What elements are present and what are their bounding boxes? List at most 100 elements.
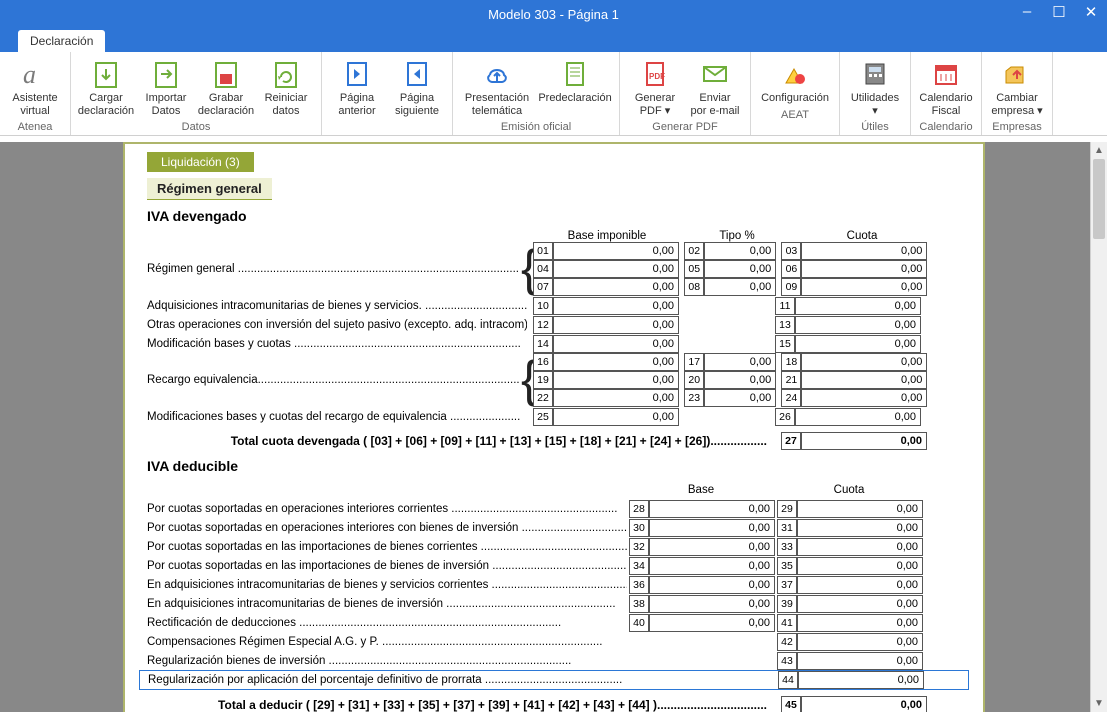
cell-40[interactable]: 0,00 <box>649 614 775 632</box>
cell-17[interactable]: 0,00 <box>704 353 776 371</box>
cell-12[interactable]: 0,00 <box>553 316 679 334</box>
cell-num: 13 <box>775 316 795 334</box>
cell-21[interactable]: 0,00 <box>801 371 927 389</box>
cell-num: 39 <box>777 595 797 613</box>
cell-23[interactable]: 0,00 <box>704 389 776 407</box>
dev-headers: Base imponible Tipo % Cuota <box>527 230 969 242</box>
cell-num: 07 <box>533 278 553 296</box>
ribbon-btn-label: Calendario Fiscal <box>919 92 972 117</box>
ribbon-btn-label: Generar PDF ▾ <box>635 92 675 117</box>
cell-10[interactable]: 0,00 <box>553 297 679 315</box>
ribbon-enviar-button[interactable]: Enviar por e-mail <box>686 56 744 119</box>
cell-07[interactable]: 0,00 <box>553 278 679 296</box>
ribbon-reiniciar-button[interactable]: Reiniciar datos <box>257 56 315 119</box>
ribbon-group: Cargar declaraciónImportar DatosGrabar d… <box>71 52 322 135</box>
cell-39[interactable]: 0,00 <box>797 595 923 613</box>
cell-20[interactable]: 0,00 <box>704 371 776 389</box>
ribbon-btn-label: Página siguiente <box>395 92 439 117</box>
cell-08[interactable]: 0,00 <box>704 278 776 296</box>
iva-devengado-title: IVA devengado <box>147 208 969 224</box>
ribbon-asistente-button[interactable]: aAsistente virtual <box>6 56 64 119</box>
ribbon-pag_ant-button[interactable]: Página anterior <box>328 56 386 119</box>
config-icon <box>779 58 811 90</box>
ribbon-grabar-button[interactable]: Grabar declaración <box>197 56 255 119</box>
scroll-up-icon[interactable]: ▲ <box>1091 142 1107 159</box>
ribbon-group-label: Datos <box>182 121 211 133</box>
cell-num: 16 <box>533 353 553 371</box>
ribbon-util-button[interactable]: Utilidades ▾ <box>846 56 904 119</box>
cell-44[interactable]: 0,00 <box>798 671 924 689</box>
cell-31[interactable]: 0,00 <box>797 519 923 537</box>
cell-num: 25 <box>533 408 553 426</box>
cell-09[interactable]: 0,00 <box>801 278 927 296</box>
cell-num: 01 <box>533 242 553 260</box>
ribbon-btn-label: Asistente virtual <box>12 92 57 117</box>
cell-24[interactable]: 0,00 <box>801 389 927 407</box>
lbl-total-dev: Total cuota devengada ( [03] + [06] + [0… <box>139 434 775 448</box>
cell-num: 03 <box>781 242 801 260</box>
cell-04[interactable]: 0,00 <box>553 260 679 278</box>
cell-num: 02 <box>684 242 704 260</box>
cell-33[interactable]: 0,00 <box>797 538 923 556</box>
cell-43[interactable]: 0,00 <box>797 652 923 670</box>
cell-25[interactable]: 0,00 <box>553 408 679 426</box>
cell-num: 33 <box>777 538 797 556</box>
cell-29[interactable]: 0,00 <box>797 500 923 518</box>
cell-36[interactable]: 0,00 <box>649 576 775 594</box>
scroll-thumb[interactable] <box>1093 159 1105 239</box>
cell-38[interactable]: 0,00 <box>649 595 775 613</box>
ribbon-telematica-button[interactable]: Presentación telemática <box>459 56 535 119</box>
ded-row: En adquisiciones intracomunitarias de bi… <box>139 575 969 594</box>
cell-13[interactable]: 0,00 <box>795 316 921 334</box>
ribbon-config-button[interactable]: Configuración <box>757 56 833 107</box>
cell-18[interactable]: 0,00 <box>801 353 927 371</box>
ribbon-emp-button[interactable]: Cambiar empresa ▾ <box>988 56 1046 119</box>
cell-num: 35 <box>777 557 797 575</box>
cell-27[interactable]: 0,00 <box>801 432 927 450</box>
cell-32[interactable]: 0,00 <box>649 538 775 556</box>
ribbon-predecl-button[interactable]: Predeclaración <box>537 56 613 119</box>
cell-26[interactable]: 0,00 <box>795 408 921 426</box>
ribbon-group: Página anterior Página siguiente <box>322 52 453 135</box>
cell-19[interactable]: 0,00 <box>553 371 679 389</box>
cell-45[interactable]: 0,00 <box>801 696 927 712</box>
cell-34[interactable]: 0,00 <box>649 557 775 575</box>
scroll-down-icon[interactable]: ▼ <box>1091 695 1107 712</box>
ribbon-cal-button[interactable]: Calendario Fiscal <box>917 56 975 119</box>
cell-05[interactable]: 0,00 <box>704 260 776 278</box>
ribbon-genpdf-button[interactable]: PDFGenerar PDF ▾ <box>626 56 684 119</box>
cell-num: 28 <box>629 500 649 518</box>
cell-22[interactable]: 0,00 <box>553 389 679 407</box>
cell-02[interactable]: 0,00 <box>704 242 776 260</box>
vertical-scrollbar[interactable]: ▲ ▼ <box>1090 142 1107 712</box>
cell-15[interactable]: 0,00 <box>795 335 921 353</box>
cell-num: 24 <box>781 389 801 407</box>
cell-42[interactable]: 0,00 <box>797 633 923 651</box>
cell-41[interactable]: 0,00 <box>797 614 923 632</box>
cell-num: 22 <box>533 389 553 407</box>
cell-01[interactable]: 0,00 <box>553 242 679 260</box>
cell-num: 44 <box>778 671 798 689</box>
ded-label: Compensaciones Régimen Especial A.G. y P… <box>139 636 627 648</box>
cell-37[interactable]: 0,00 <box>797 576 923 594</box>
workspace: Liquidación (3) Régimen general IVA deve… <box>0 142 1107 712</box>
ded-row: Por cuotas soportadas en las importacion… <box>139 556 969 575</box>
close-icon[interactable]: ✕ <box>1081 3 1101 21</box>
cell-03[interactable]: 0,00 <box>801 242 927 260</box>
ribbon-pag_sig-button[interactable]: Página siguiente <box>388 56 446 119</box>
minimize-icon[interactable]: – <box>1017 3 1037 21</box>
cell-30[interactable]: 0,00 <box>649 519 775 537</box>
ribbon-btn-label: Presentación telemática <box>465 92 529 117</box>
cell-16[interactable]: 0,00 <box>553 353 679 371</box>
cell-28[interactable]: 0,00 <box>649 500 775 518</box>
cell-14[interactable]: 0,00 <box>553 335 679 353</box>
tab-declaracion[interactable]: Declaración <box>18 30 105 52</box>
maximize-icon[interactable]: ☐ <box>1049 3 1069 21</box>
ribbon-cargar-button[interactable]: Cargar declaración <box>77 56 135 119</box>
ded-row: En adquisiciones intracomunitarias de bi… <box>139 594 969 613</box>
cell-11[interactable]: 0,00 <box>795 297 921 315</box>
cell-35[interactable]: 0,00 <box>797 557 923 575</box>
cell-06[interactable]: 0,00 <box>801 260 927 278</box>
predecl-icon <box>559 58 591 90</box>
ribbon-importar-button[interactable]: Importar Datos <box>137 56 195 119</box>
